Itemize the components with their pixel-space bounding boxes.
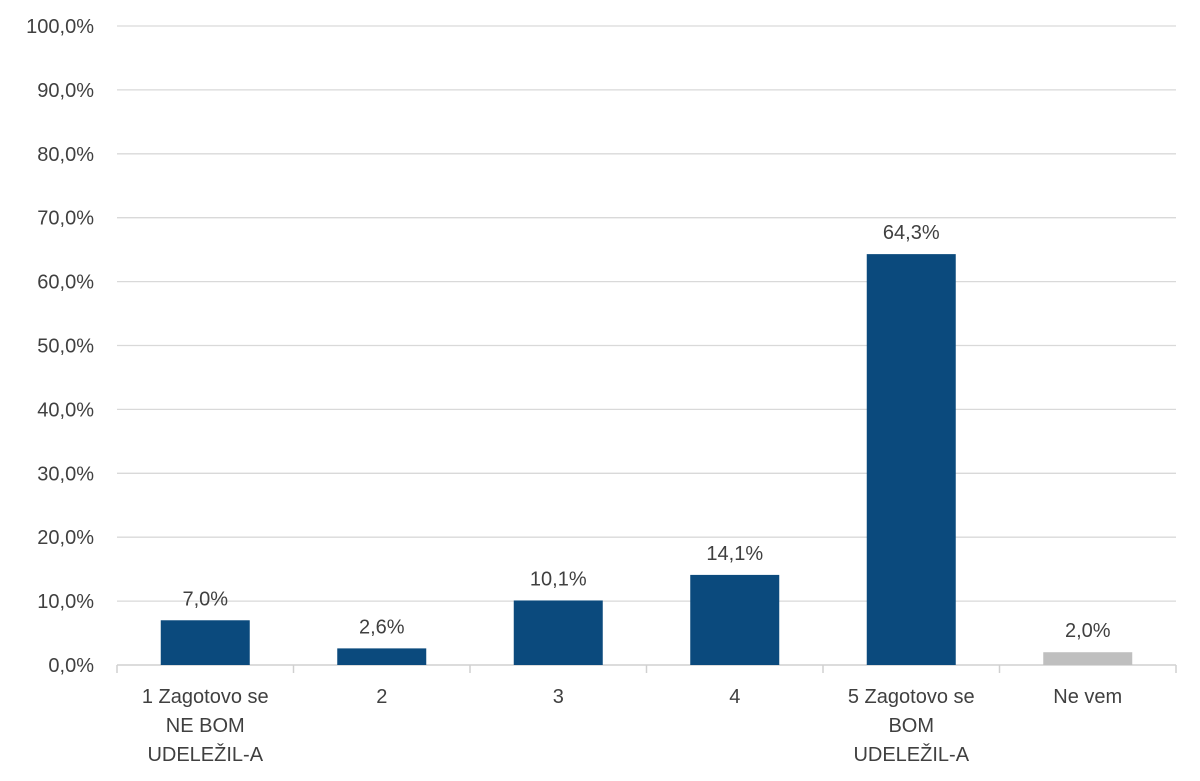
x-category-label: 2 [376,686,387,708]
y-tick-label: 20,0% [37,527,94,549]
data-labels: 7,0% 2,6% 10,1% 14,1% 64,3% 2,0% [182,222,1110,642]
x-category-label: 4 [729,686,740,708]
data-label: 2,6% [359,616,405,638]
x-category-label: Ne vem [1053,686,1122,708]
x-category-label: BOM [888,715,934,737]
y-tick-label: 40,0% [37,399,94,421]
bar [1043,652,1133,665]
bar [160,620,250,665]
data-label: 7,0% [182,588,228,610]
x-category-label: 3 [553,686,564,708]
y-tick-label: 0,0% [48,655,94,677]
data-label: 2,0% [1065,620,1111,642]
x-category-label: 1 Zagotovo se [142,686,269,708]
bar [513,600,603,665]
y-axis-tick-labels: 0,0% 10,0% 20,0% 30,0% 40,0% 50,0% 60,0% 70,0% 8… [26,16,94,677]
category-labels: 1 Zagotovo se NE BOM UDELEŽIL-A 2 3 4 5 Zagoto… [142,686,1122,766]
y-tick-label: 50,0% [37,336,94,358]
y-tick-label: 90,0% [37,80,94,102]
data-label: 64,3% [883,222,940,244]
y-tick-label: 60,0% [37,272,94,294]
y-tick-label: 70,0% [37,208,94,230]
y-tick-label: 30,0% [37,463,94,485]
x-category-label: UDELEŽIL-A [853,743,969,766]
x-axis [116,664,1177,673]
bar [690,574,780,665]
x-category-label: UDELEŽIL-A [147,743,263,766]
data-label: 14,1% [706,543,763,565]
data-label: 10,1% [530,568,587,590]
y-tick-label: 80,0% [37,144,94,166]
y-tick-label: 100,0% [26,16,94,38]
gridlines [117,25,1176,602]
bar [337,648,427,665]
x-category-label: 5 Zagotovo se [848,686,975,708]
x-category-label: NE BOM [166,715,245,737]
bars [160,254,1133,666]
y-tick-label: 10,0% [37,591,94,613]
bar [866,254,956,666]
